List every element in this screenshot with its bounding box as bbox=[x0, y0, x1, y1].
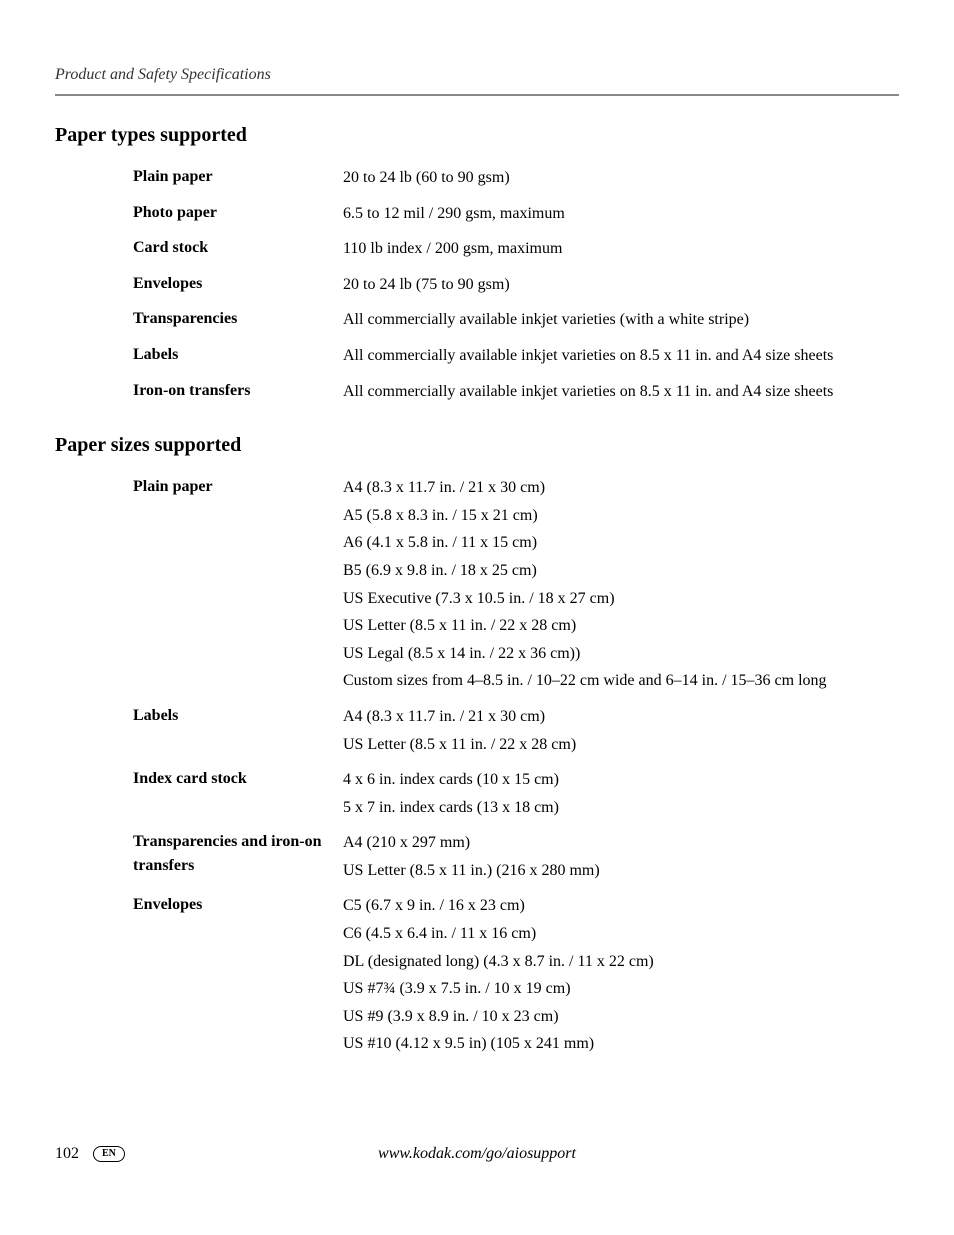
spec-row: Iron-on transfersAll commercially availa… bbox=[133, 379, 899, 407]
spec-value-line: US #7¾ (3.9 x 7.5 in. / 10 x 19 cm) bbox=[343, 976, 899, 1002]
page-number: 102 bbox=[55, 1145, 79, 1163]
section-heading: Paper sizes supported bbox=[55, 434, 899, 457]
spec-label: Labels bbox=[133, 343, 343, 367]
language-badge: EN bbox=[93, 1146, 125, 1162]
spec-value-line: C6 (4.5 x 6.4 in. / 11 x 16 cm) bbox=[343, 921, 899, 947]
spec-value-line: US Executive (7.3 x 10.5 in. / 18 x 27 c… bbox=[343, 586, 899, 612]
spec-value: All commercially available inkjet variet… bbox=[343, 379, 899, 407]
spec-label: Card stock bbox=[133, 236, 343, 260]
spec-value-line: B5 (6.9 x 9.8 in. / 18 x 25 cm) bbox=[343, 558, 899, 584]
spec-row: Envelopes20 to 24 lb (75 to 90 gsm) bbox=[133, 272, 899, 300]
spec-label: Transparencies and iron-on transfers bbox=[133, 830, 343, 878]
spec-value-line: US #9 (3.9 x 8.9 in. / 10 x 23 cm) bbox=[343, 1004, 899, 1030]
spec-row: TransparenciesAll commercially available… bbox=[133, 307, 899, 335]
page-footer: 102 EN www.kodak.com/go/aiosupport bbox=[55, 1145, 899, 1163]
spec-value-line: A4 (210 x 297 mm) bbox=[343, 830, 899, 856]
spec-value-line: DL (designated long) (4.3 x 8.7 in. / 11… bbox=[343, 949, 899, 975]
spec-value: A4 (210 x 297 mm)US Letter (8.5 x 11 in.… bbox=[343, 830, 899, 885]
spec-value-line: All commercially available inkjet variet… bbox=[343, 343, 899, 369]
spec-label: Photo paper bbox=[133, 201, 343, 225]
spec-value-line: 110 lb index / 200 gsm, maximum bbox=[343, 236, 899, 262]
spec-row: LabelsA4 (8.3 x 11.7 in. / 21 x 30 cm)US… bbox=[133, 704, 899, 759]
spec-value: All commercially available inkjet variet… bbox=[343, 343, 899, 371]
spec-value-line: US Legal (8.5 x 14 in. / 22 x 36 cm)) bbox=[343, 641, 899, 667]
spec-row: Index card stock4 x 6 in. index cards (1… bbox=[133, 767, 899, 822]
footer-url: www.kodak.com/go/aiosupport bbox=[378, 1145, 576, 1163]
spec-row: Transparencies and iron-on transfersA4 (… bbox=[133, 830, 899, 885]
spec-table: Plain paper20 to 24 lb (60 to 90 gsm)Pho… bbox=[133, 165, 899, 406]
spec-value-line: 6.5 to 12 mil / 290 gsm, maximum bbox=[343, 201, 899, 227]
spec-label: Plain paper bbox=[133, 165, 343, 189]
spec-value-line: US Letter (8.5 x 11 in.) (216 x 280 mm) bbox=[343, 858, 899, 884]
spec-label: Labels bbox=[133, 704, 343, 728]
spec-value-line: All commercially available inkjet variet… bbox=[343, 379, 899, 405]
spec-value-line: Custom sizes from 4–8.5 in. / 10–22 cm w… bbox=[343, 668, 899, 694]
spec-label: Plain paper bbox=[133, 475, 343, 499]
spec-table: Plain paperA4 (8.3 x 11.7 in. / 21 x 30 … bbox=[133, 475, 899, 1059]
page-header: Product and Safety Specifications bbox=[55, 66, 899, 96]
spec-value: C5 (6.7 x 9 in. / 16 x 23 cm)C6 (4.5 x 6… bbox=[343, 893, 899, 1059]
spec-value-line: A5 (5.8 x 8.3 in. / 15 x 21 cm) bbox=[343, 503, 899, 529]
spec-value: All commercially available inkjet variet… bbox=[343, 307, 899, 335]
spec-value-line: A6 (4.1 x 5.8 in. / 11 x 15 cm) bbox=[343, 530, 899, 556]
spec-value-line: 4 x 6 in. index cards (10 x 15 cm) bbox=[343, 767, 899, 793]
spec-value: 6.5 to 12 mil / 290 gsm, maximum bbox=[343, 201, 899, 229]
spec-value: 110 lb index / 200 gsm, maximum bbox=[343, 236, 899, 264]
spec-value-line: US Letter (8.5 x 11 in. / 22 x 28 cm) bbox=[343, 613, 899, 639]
spec-value: 20 to 24 lb (60 to 90 gsm) bbox=[343, 165, 899, 193]
spec-value: A4 (8.3 x 11.7 in. / 21 x 30 cm)A5 (5.8 … bbox=[343, 475, 899, 696]
spec-label: Envelopes bbox=[133, 272, 343, 296]
spec-value-line: US Letter (8.5 x 11 in. / 22 x 28 cm) bbox=[343, 732, 899, 758]
content-area: Paper types supportedPlain paper20 to 24… bbox=[55, 124, 899, 1059]
spec-row: EnvelopesC5 (6.7 x 9 in. / 16 x 23 cm)C6… bbox=[133, 893, 899, 1059]
spec-value-line: 5 x 7 in. index cards (13 x 18 cm) bbox=[343, 795, 899, 821]
spec-label: Envelopes bbox=[133, 893, 343, 917]
spec-value-line: All commercially available inkjet variet… bbox=[343, 307, 899, 333]
spec-label: Iron-on transfers bbox=[133, 379, 343, 403]
spec-row: LabelsAll commercially available inkjet … bbox=[133, 343, 899, 371]
spec-value-line: 20 to 24 lb (75 to 90 gsm) bbox=[343, 272, 899, 298]
spec-value: 4 x 6 in. index cards (10 x 15 cm)5 x 7 … bbox=[343, 767, 899, 822]
spec-row: Plain paperA4 (8.3 x 11.7 in. / 21 x 30 … bbox=[133, 475, 899, 696]
spec-label: Index card stock bbox=[133, 767, 343, 791]
spec-value-line: 20 to 24 lb (60 to 90 gsm) bbox=[343, 165, 899, 191]
spec-row: Card stock110 lb index / 200 gsm, maximu… bbox=[133, 236, 899, 264]
spec-value: 20 to 24 lb (75 to 90 gsm) bbox=[343, 272, 899, 300]
spec-value-line: US #10 (4.12 x 9.5 in) (105 x 241 mm) bbox=[343, 1031, 899, 1057]
spec-value-line: C5 (6.7 x 9 in. / 16 x 23 cm) bbox=[343, 893, 899, 919]
spec-value-line: A4 (8.3 x 11.7 in. / 21 x 30 cm) bbox=[343, 704, 899, 730]
spec-row: Photo paper6.5 to 12 mil / 290 gsm, maxi… bbox=[133, 201, 899, 229]
spec-value-line: A4 (8.3 x 11.7 in. / 21 x 30 cm) bbox=[343, 475, 899, 501]
section-heading: Paper types supported bbox=[55, 124, 899, 147]
spec-row: Plain paper20 to 24 lb (60 to 90 gsm) bbox=[133, 165, 899, 193]
spec-value: A4 (8.3 x 11.7 in. / 21 x 30 cm)US Lette… bbox=[343, 704, 899, 759]
header-title: Product and Safety Specifications bbox=[55, 66, 271, 83]
spec-label: Transparencies bbox=[133, 307, 343, 331]
